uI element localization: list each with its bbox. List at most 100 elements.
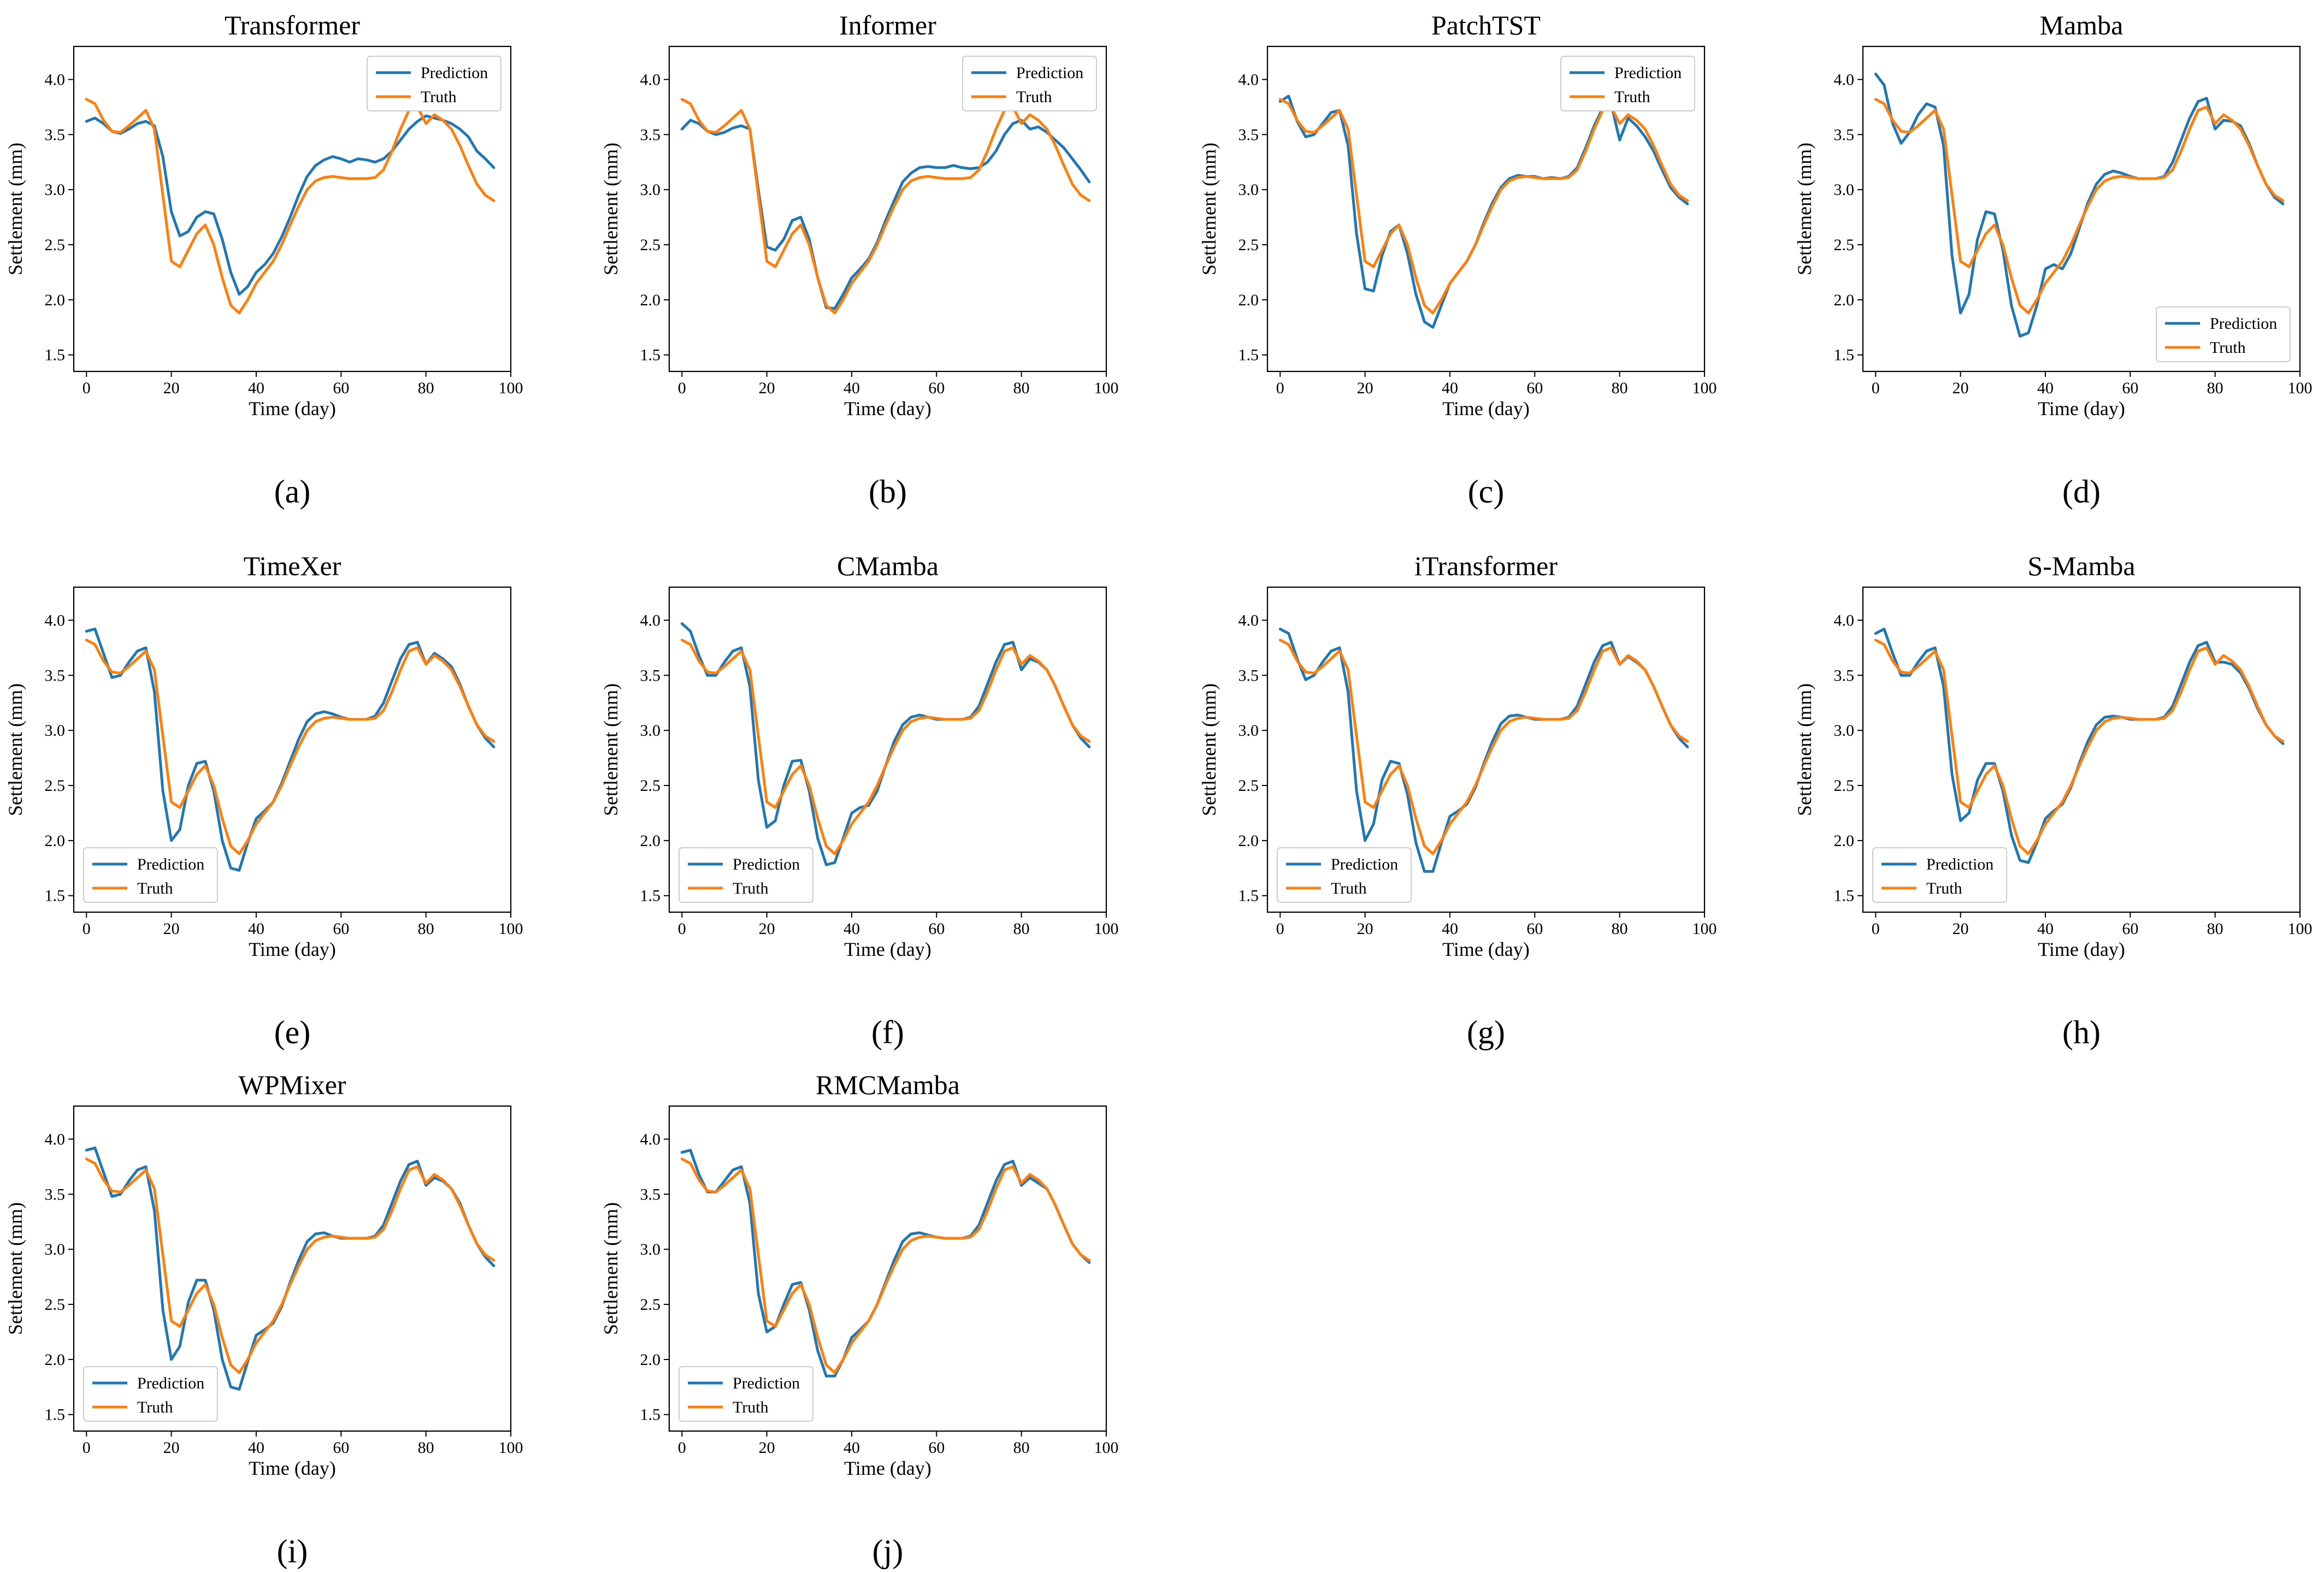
legend-prediction-label: Prediction <box>137 1374 204 1392</box>
x-tick-label: 80 <box>1013 379 1030 397</box>
x-tick-label: 0 <box>678 920 686 938</box>
x-tick-label: 40 <box>2037 920 2054 938</box>
plot-frame <box>668 586 1107 913</box>
plot-frame <box>73 1105 512 1432</box>
legend: Prediction Truth <box>679 847 813 903</box>
x-tick-label: 100 <box>1094 379 1119 397</box>
panel-9: WPMixer 0 20 40 60 80 100 1.5 2.0 2.5 3.0 3.5 4.0 Tim… <box>4 1069 523 1569</box>
x-tick-label: 100 <box>2288 379 2313 397</box>
prediction-line <box>680 119 1091 310</box>
legend-truth-label: Truth <box>1926 879 1962 897</box>
y-tick-label: 3.5 <box>1834 666 1855 684</box>
y-tick-label: 2.0 <box>1834 291 1855 309</box>
x-tick-label: 20 <box>759 379 775 397</box>
panel-10: RMCMamba 0 20 40 60 80 100 1.5 2.0 2.5 3.0 3.5 4.0 Ti… <box>600 1069 1119 1569</box>
x-axis-label: Time (day) <box>844 938 931 960</box>
y-tick-label: 3.5 <box>45 1185 66 1203</box>
panel-caption: (i) <box>277 1533 308 1569</box>
prediction-line <box>1278 628 1689 873</box>
y-tick-label: 3.0 <box>1238 181 1259 199</box>
legend-prediction-label: Prediction <box>1331 855 1398 873</box>
legend-truth-label: Truth <box>733 1398 769 1416</box>
x-tick-label: 60 <box>928 379 945 397</box>
plot-frame <box>73 45 512 373</box>
y-tick-label: 1.5 <box>45 1406 66 1424</box>
panel-title: PatchTST <box>1431 10 1541 40</box>
panel-6: CMamba 0 20 40 60 80 100 1.5 2.0 2.5 3.0 3.5 4.0 Time… <box>600 551 1119 1050</box>
x-tick-label: 100 <box>499 920 523 938</box>
x-tick-label: 20 <box>759 920 775 938</box>
prediction-line <box>680 622 1091 866</box>
prediction-line <box>1874 628 2285 864</box>
x-tick-label: 0 <box>1872 920 1880 938</box>
y-tick-label: 2.0 <box>1238 832 1259 850</box>
truth-line <box>85 1157 496 1374</box>
y-tick-label: 4.0 <box>1238 612 1259 630</box>
truth-line <box>1278 639 1689 855</box>
x-axis-label: Time (day) <box>2038 398 2125 419</box>
legend: Prediction Truth <box>1560 56 1695 111</box>
y-tick-label: 1.5 <box>640 1406 661 1424</box>
y-tick-label: 4.0 <box>640 71 661 89</box>
x-tick-label: 60 <box>333 379 349 397</box>
x-tick-label: 20 <box>163 920 180 938</box>
y-axis-label: Settlement (mm) <box>600 1202 622 1335</box>
y-tick-label: 2.5 <box>1238 777 1259 795</box>
legend-truth-label: Truth <box>137 1398 173 1416</box>
y-tick-label: 4.0 <box>640 1131 661 1149</box>
legend-truth-label: Truth <box>733 879 769 897</box>
legend-truth-label: Truth <box>1016 88 1052 106</box>
prediction-line <box>85 114 496 296</box>
y-tick-label: 4.0 <box>1238 71 1259 89</box>
x-tick-label: 60 <box>928 1439 945 1457</box>
legend: Prediction Truth <box>83 1366 218 1422</box>
x-tick-label: 60 <box>333 1439 349 1457</box>
truth-line <box>1874 98 2285 315</box>
y-tick-label: 1.5 <box>45 346 66 364</box>
x-tick-label: 80 <box>418 920 434 938</box>
y-tick-label: 4.0 <box>640 612 661 630</box>
truth-line <box>1874 639 2285 855</box>
x-tick-label: 60 <box>1526 379 1543 397</box>
y-tick-label: 4.0 <box>45 71 66 89</box>
x-tick-label: 80 <box>1612 920 1628 938</box>
x-tick-label: 0 <box>678 1439 686 1457</box>
y-tick-label: 3.5 <box>640 126 661 144</box>
legend-prediction-label: Prediction <box>2210 315 2277 333</box>
plot-frame <box>668 45 1107 373</box>
y-tick-label: 3.5 <box>640 666 661 684</box>
y-tick-label: 2.0 <box>640 291 661 309</box>
x-tick-label: 40 <box>248 379 264 397</box>
y-tick-label: 3.5 <box>1238 126 1259 144</box>
legend-truth-label: Truth <box>137 879 173 897</box>
x-axis-label: Time (day) <box>844 398 931 419</box>
x-tick-label: 20 <box>1357 920 1373 938</box>
panel-caption: (a) <box>274 474 311 510</box>
legend: Prediction Truth <box>2156 306 2291 362</box>
y-tick-label: 2.0 <box>1238 291 1259 309</box>
x-tick-label: 80 <box>2207 920 2223 938</box>
x-tick-label: 80 <box>1612 379 1628 397</box>
panel-2: Informer 0 20 40 60 80 100 1.5 2.0 2.5 3.0 3.5 4.0 Ti… <box>600 10 1119 510</box>
truth-line <box>85 639 496 855</box>
panel-title: Mamba <box>2040 10 2124 40</box>
legend-truth-label: Truth <box>1331 879 1367 897</box>
y-tick-label: 4.0 <box>1834 71 1855 89</box>
y-tick-label: 1.5 <box>1834 346 1855 364</box>
x-tick-label: 40 <box>1442 920 1458 938</box>
y-tick-label: 3.5 <box>640 1185 661 1203</box>
panel-caption: (e) <box>274 1014 311 1050</box>
y-axis-label: Settlement (mm) <box>1198 683 1220 816</box>
x-tick-label: 100 <box>1692 379 1717 397</box>
y-tick-label: 3.0 <box>640 1240 661 1258</box>
x-tick-label: 20 <box>1357 379 1373 397</box>
legend: Prediction Truth <box>1872 847 2007 903</box>
y-tick-label: 2.0 <box>45 832 66 850</box>
x-axis-label: Time (day) <box>1442 938 1530 960</box>
y-tick-label: 2.0 <box>640 1351 661 1369</box>
y-tick-label: 3.0 <box>1834 181 1855 199</box>
truth-line <box>1278 98 1689 315</box>
panel-title: S-Mamba <box>2027 551 2135 581</box>
x-tick-label: 60 <box>928 920 945 938</box>
y-tick-label: 3.0 <box>640 722 661 740</box>
